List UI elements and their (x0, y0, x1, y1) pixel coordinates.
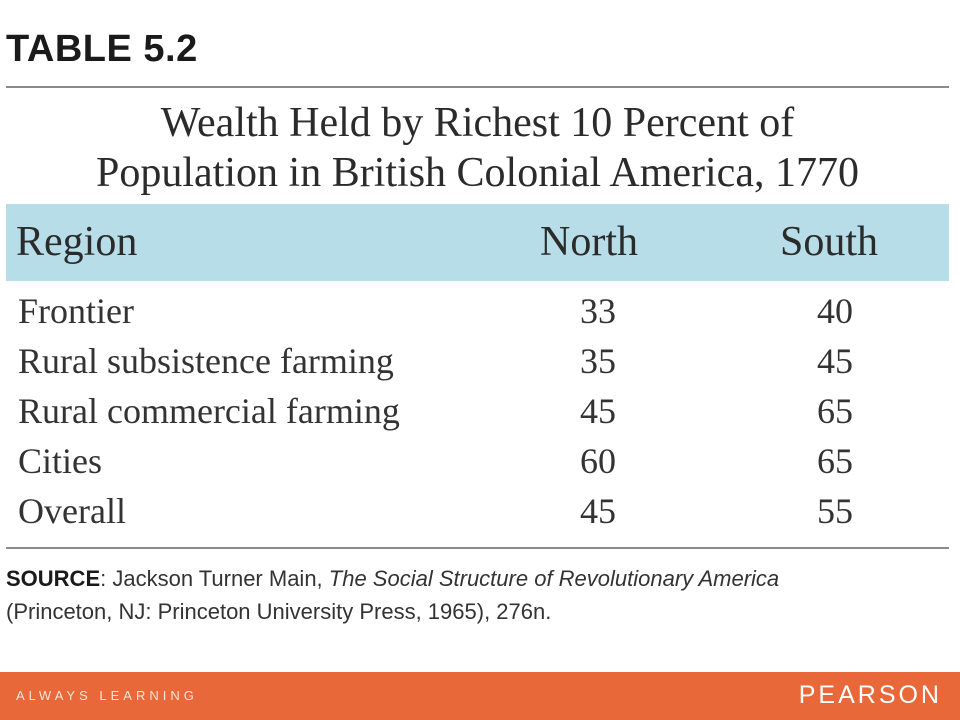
table-header-band (6, 204, 949, 281)
source-separator: : Jackson Turner Main, (100, 566, 329, 591)
source-label: SOURCE (6, 566, 101, 591)
cell-region: Rural commercial farming (18, 391, 400, 431)
table-row: Cities 60 65 (0, 436, 960, 486)
table-row: Rural commercial farming 45 65 (0, 386, 960, 436)
cell-north: 60 (580, 441, 616, 481)
cell-south: 65 (817, 441, 853, 481)
cell-north: 33 (580, 291, 616, 331)
table-title-line-1: Wealth Held by Richest 10 Percent of (160, 100, 795, 146)
cell-south: 55 (817, 491, 853, 531)
source-publication: (Princeton, NJ: Princeton University Pre… (6, 599, 552, 624)
top-rule (6, 86, 949, 88)
column-header-north: North (540, 219, 638, 265)
cell-north: 35 (580, 341, 616, 381)
cell-south: 65 (817, 391, 853, 431)
cell-region: Frontier (18, 291, 134, 331)
cell-region: Cities (18, 441, 103, 481)
cell-region: Rural subsistence farming (18, 341, 394, 381)
table-title-line-2: Population in British Colonial America, … (96, 150, 859, 196)
footer-bar: ALWAYS LEARNING PEARSON (0, 672, 960, 720)
cell-north: 45 (580, 491, 616, 531)
table-body: Frontier 33 40 Rural subsistence farming… (0, 286, 960, 536)
table-title: Wealth Held by Richest 10 Percent of Pop… (6, 98, 949, 198)
table-row: Frontier 33 40 (0, 286, 960, 336)
cell-south: 40 (817, 291, 853, 331)
source-book-title: The Social Structure of Revolutionary Am… (328, 566, 780, 591)
footer-tagline: ALWAYS LEARNING (16, 688, 198, 703)
cell-region: Overall (18, 491, 126, 531)
table-row: Overall 45 55 (0, 486, 960, 536)
table-row: Rural subsistence farming 35 45 (0, 336, 960, 386)
table-label: TABLE 5.2 (6, 28, 198, 70)
column-header-south: South (780, 219, 879, 265)
bottom-rule (6, 547, 949, 549)
column-header-region: Region (16, 219, 138, 265)
cell-north: 45 (580, 391, 616, 431)
cell-south: 45 (817, 341, 853, 381)
source-note: SOURCE: Jackson Turner Main, The Social … (6, 562, 951, 628)
publisher-logo: PEARSON (798, 681, 942, 709)
